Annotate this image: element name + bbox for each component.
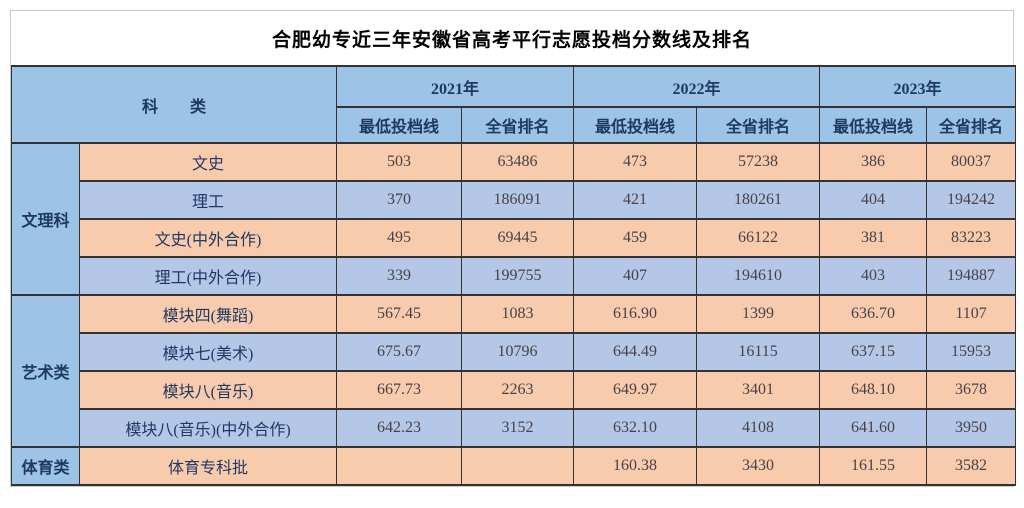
value-cell: 10796 [461, 332, 575, 372]
value-cell: 339 [336, 256, 463, 296]
header-row-subheaders: 最低投档线 全省排名 最低投档线 全省排名 最低投档线 全省排名 [12, 106, 1017, 144]
group-cell-wenlike: 文理科 [11, 142, 80, 296]
group-cell-tiyulei: 体育类 [11, 446, 80, 486]
subheader-min-line-2021: 最低投档线 [336, 106, 463, 144]
value-cell: 199755 [461, 256, 575, 296]
value-cell: 160.38 [573, 446, 698, 486]
value-cell: 63486 [461, 142, 575, 182]
value-cell: 473 [573, 142, 698, 182]
value-cell: 648.10 [819, 370, 928, 410]
value-cell: 3152 [461, 408, 575, 448]
value-cell: 80037 [926, 142, 1017, 182]
value-cell [336, 446, 463, 486]
subheader-rank-2022: 全省排名 [696, 106, 821, 144]
value-cell: 3401 [696, 370, 821, 410]
table-row: 文史(中外合作) 495 69445 459 66122 381 83223 [12, 218, 1017, 258]
group-cell-yishulei: 艺术类 [11, 294, 80, 448]
value-cell: 370 [336, 180, 463, 220]
value-cell: 644.49 [573, 332, 698, 372]
value-cell: 642.23 [336, 408, 463, 448]
value-cell [461, 446, 575, 486]
category-cell: 模块七(美术) [78, 332, 338, 372]
category-cell: 模块四(舞蹈) [78, 294, 338, 334]
table-row: 模块八(音乐) 667.73 2263 649.97 3401 648.10 3… [12, 370, 1017, 410]
category-cell: 理工 [78, 180, 338, 220]
category-cell: 理工(中外合作) [78, 256, 338, 296]
value-cell: 667.73 [336, 370, 463, 410]
value-cell: 1107 [926, 294, 1017, 334]
value-cell: 16115 [696, 332, 821, 372]
value-cell: 69445 [461, 218, 575, 258]
value-cell: 57238 [696, 142, 821, 182]
value-cell: 381 [819, 218, 928, 258]
value-cell: 83223 [926, 218, 1017, 258]
table-row: 艺术类 模块四(舞蹈) 567.45 1083 616.90 1399 636.… [11, 294, 1017, 448]
year-header-2021: 2021年 [336, 65, 575, 108]
value-cell: 194242 [926, 180, 1017, 220]
value-cell: 404 [819, 180, 928, 220]
value-cell: 186091 [461, 180, 575, 220]
value-cell: 386 [819, 142, 928, 182]
value-cell: 459 [573, 218, 698, 258]
table-frame: 合肥幼专近三年安徽省高考平行志愿投档分数线及排名 科 类 2021年 2022年… [10, 10, 1017, 487]
year-header-2023: 2023年 [819, 65, 1017, 108]
value-cell: 3950 [926, 408, 1017, 448]
value-cell: 2263 [461, 370, 575, 410]
table-row: 理工 370 186091 421 180261 404 194242 [12, 180, 1017, 220]
value-cell: 194610 [696, 256, 821, 296]
table-row: 模块八(音乐)(中外合作) 642.23 3152 632.10 4108 64… [12, 408, 1017, 448]
value-cell: 194887 [926, 256, 1017, 296]
subheader-rank-2021: 全省排名 [461, 106, 575, 144]
value-cell: 636.70 [819, 294, 928, 334]
value-cell: 1083 [461, 294, 575, 334]
value-cell: 3678 [926, 370, 1017, 410]
value-cell: 649.97 [573, 370, 698, 410]
value-cell: 161.55 [819, 446, 928, 486]
year-header-2022: 2022年 [573, 65, 821, 108]
value-cell: 495 [336, 218, 463, 258]
table-row: 理工(中外合作) 339 199755 407 194610 403 19488… [12, 256, 1017, 296]
category-cell: 体育专科批 [78, 446, 338, 486]
table-title: 合肥幼专近三年安徽省高考平行志愿投档分数线及排名 [271, 29, 752, 51]
value-cell: 4108 [696, 408, 821, 448]
value-cell: 616.90 [573, 294, 698, 334]
header-row-years: 科 类 2021年 2022年 2023年 [10, 65, 1017, 144]
value-cell: 403 [819, 256, 928, 296]
category-cell: 模块八(音乐) [78, 370, 338, 410]
subheader-min-line-2022: 最低投档线 [573, 106, 698, 144]
value-cell: 637.15 [819, 332, 928, 372]
value-cell: 180261 [696, 180, 821, 220]
value-cell: 15953 [926, 332, 1017, 372]
value-cell: 503 [336, 142, 463, 182]
value-cell: 641.60 [819, 408, 928, 448]
category-cell: 文史 [78, 142, 338, 182]
value-cell: 407 [573, 256, 698, 296]
value-cell: 3430 [696, 446, 821, 486]
value-cell: 1399 [696, 294, 821, 334]
category-cell: 模块八(音乐)(中外合作) [78, 408, 338, 448]
value-cell: 421 [573, 180, 698, 220]
value-cell: 66122 [696, 218, 821, 258]
table-row: 文理科 文史 503 63486 473 57238 386 80037 [11, 142, 1017, 296]
value-cell: 675.67 [336, 332, 463, 372]
subheader-rank-2023: 全省排名 [926, 106, 1017, 144]
category-cell: 文史(中外合作) [78, 218, 338, 258]
scores-table: 科 类 2021年 2022年 2023年 最低投档线 全省排名 最低投档线 全… [10, 65, 1017, 486]
value-cell: 632.10 [573, 408, 698, 448]
table-row: 模块七(美术) 675.67 10796 644.49 16115 637.15… [12, 332, 1017, 372]
value-cell: 3582 [926, 446, 1017, 486]
category-header: 科 类 [10, 65, 338, 144]
value-cell: 567.45 [336, 294, 463, 334]
table-row: 体育类 体育专科批 160.38 3430 161.55 3582 [11, 446, 1017, 486]
subheader-min-line-2023: 最低投档线 [819, 106, 928, 144]
